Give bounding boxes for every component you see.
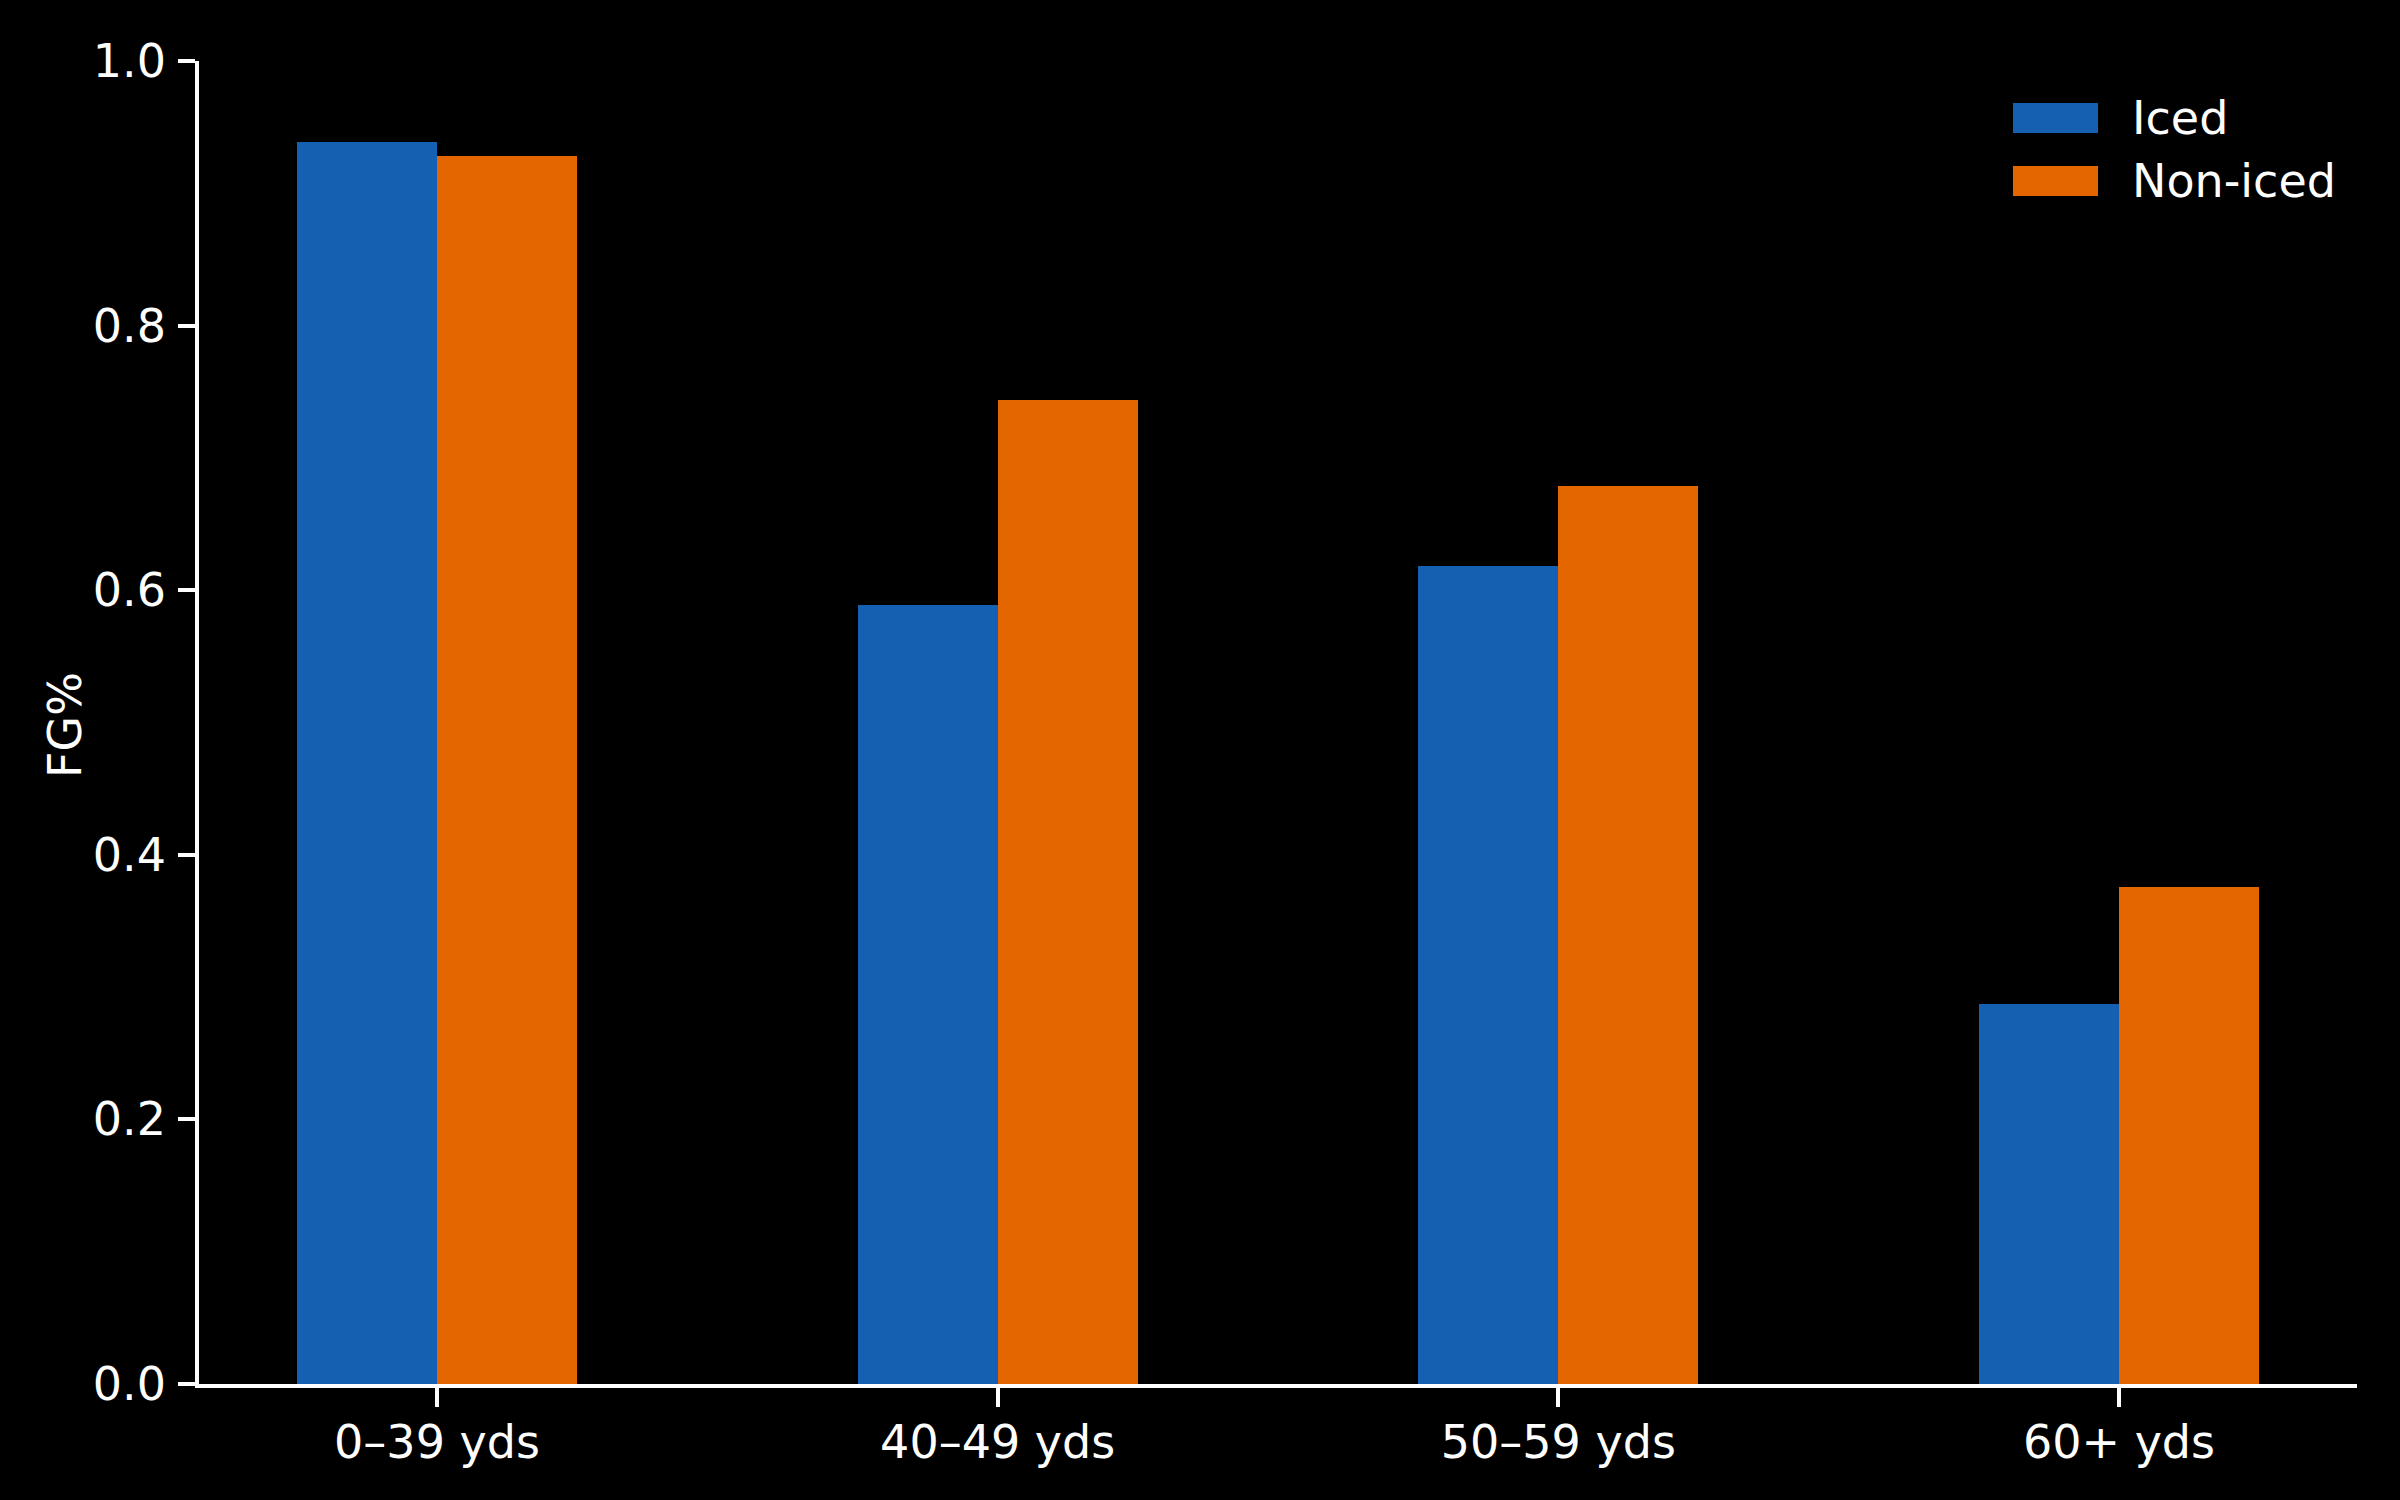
x-tick-label: 40–49 yds (880, 1415, 1115, 1469)
y-tick-label: 0.4 (93, 828, 166, 882)
bar-non-iced-2 (1558, 486, 1698, 1384)
x-axis-spine (195, 1384, 2357, 1388)
x-tick (1556, 1388, 1560, 1407)
x-tick-label: 50–59 yds (1441, 1415, 1676, 1469)
y-tick-label: 0.8 (93, 299, 166, 353)
y-axis-title: FG% (38, 672, 92, 778)
bar-iced-0 (297, 142, 437, 1384)
y-tick-label: 1.0 (93, 34, 166, 88)
x-tick-label: 0–39 yds (334, 1415, 540, 1469)
bar-non-iced-3 (2119, 887, 2259, 1384)
x-tick-label: 60+ yds (2023, 1415, 2215, 1469)
y-tick-label: 0.2 (93, 1092, 166, 1146)
bar-non-iced-1 (998, 400, 1138, 1384)
y-tick (178, 324, 195, 328)
bar-iced-2 (1418, 566, 1558, 1384)
y-tick (178, 1382, 195, 1386)
x-tick (996, 1388, 1000, 1407)
y-tick-label: 0.0 (93, 1357, 166, 1411)
x-tick (435, 1388, 439, 1407)
y-tick (178, 59, 195, 63)
y-axis-spine (195, 61, 199, 1388)
bar-chart: 0.0 0.2 0.4 0.6 0.8 1.0 0–39 yds 40–49 yds 50–5… (0, 0, 2400, 1500)
legend-item: Non-iced (2013, 149, 2336, 212)
legend-item: Iced (2013, 86, 2336, 149)
legend: Iced Non-iced (2013, 86, 2336, 212)
legend-label: Iced (2132, 91, 2228, 145)
y-tick-label: 0.6 (93, 563, 166, 617)
bar-iced-1 (858, 605, 998, 1384)
bar-non-iced-0 (437, 156, 577, 1384)
bar-iced-3 (1979, 1004, 2119, 1384)
legend-label: Non-iced (2132, 154, 2336, 208)
x-tick (2117, 1388, 2121, 1407)
y-tick (178, 588, 195, 592)
y-tick (178, 853, 195, 857)
legend-swatch-icon (2013, 166, 2098, 196)
legend-swatch-icon (2013, 103, 2098, 133)
y-tick (178, 1117, 195, 1121)
